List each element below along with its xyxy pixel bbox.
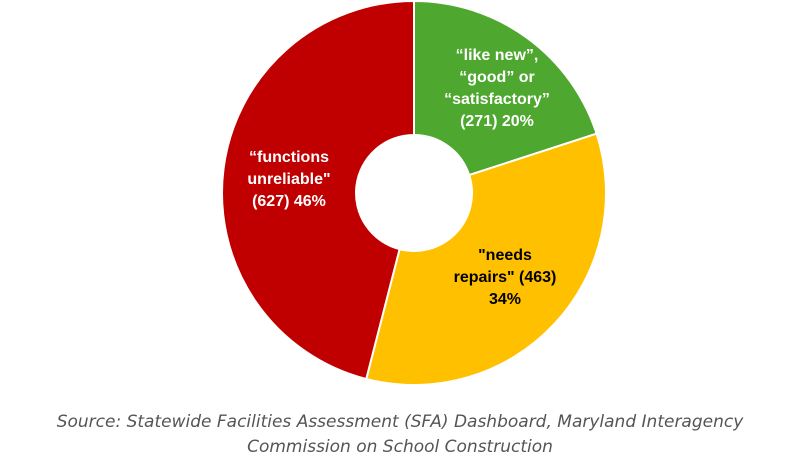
slice-label: “functions unreliable" (627) 46% [247,149,330,210]
slice-label-line: unreliable" [247,171,330,188]
donut-slice [413,0,598,177]
donut-slice [221,0,415,381]
slice-label-line: "needs [478,247,532,264]
donut-slice [365,132,607,386]
slice-label: "needs repairs" (463) 34% [454,247,557,308]
slice-label-line: repairs" (463) [454,269,557,286]
slice-label-line: “functions [249,149,329,166]
slice-label-line: 34% [489,291,521,308]
slice-label-line: “satisfactory” [444,91,550,108]
slice-label-line: “like new”, [456,47,539,64]
source-line-2: Commission on School Construction [247,437,553,457]
source-note: Source: Statewide Facilities Assessment … [0,410,800,460]
source-line-1: Source: Statewide Facilities Assessment … [56,412,744,432]
slice-label-line: “good” or [459,69,535,86]
slice-label-line: (271) 20% [460,113,534,130]
slice-label: “like new”, “good” or “satisfactory” (271) … [444,47,550,130]
slice-label-line: (627) 46% [252,193,326,210]
